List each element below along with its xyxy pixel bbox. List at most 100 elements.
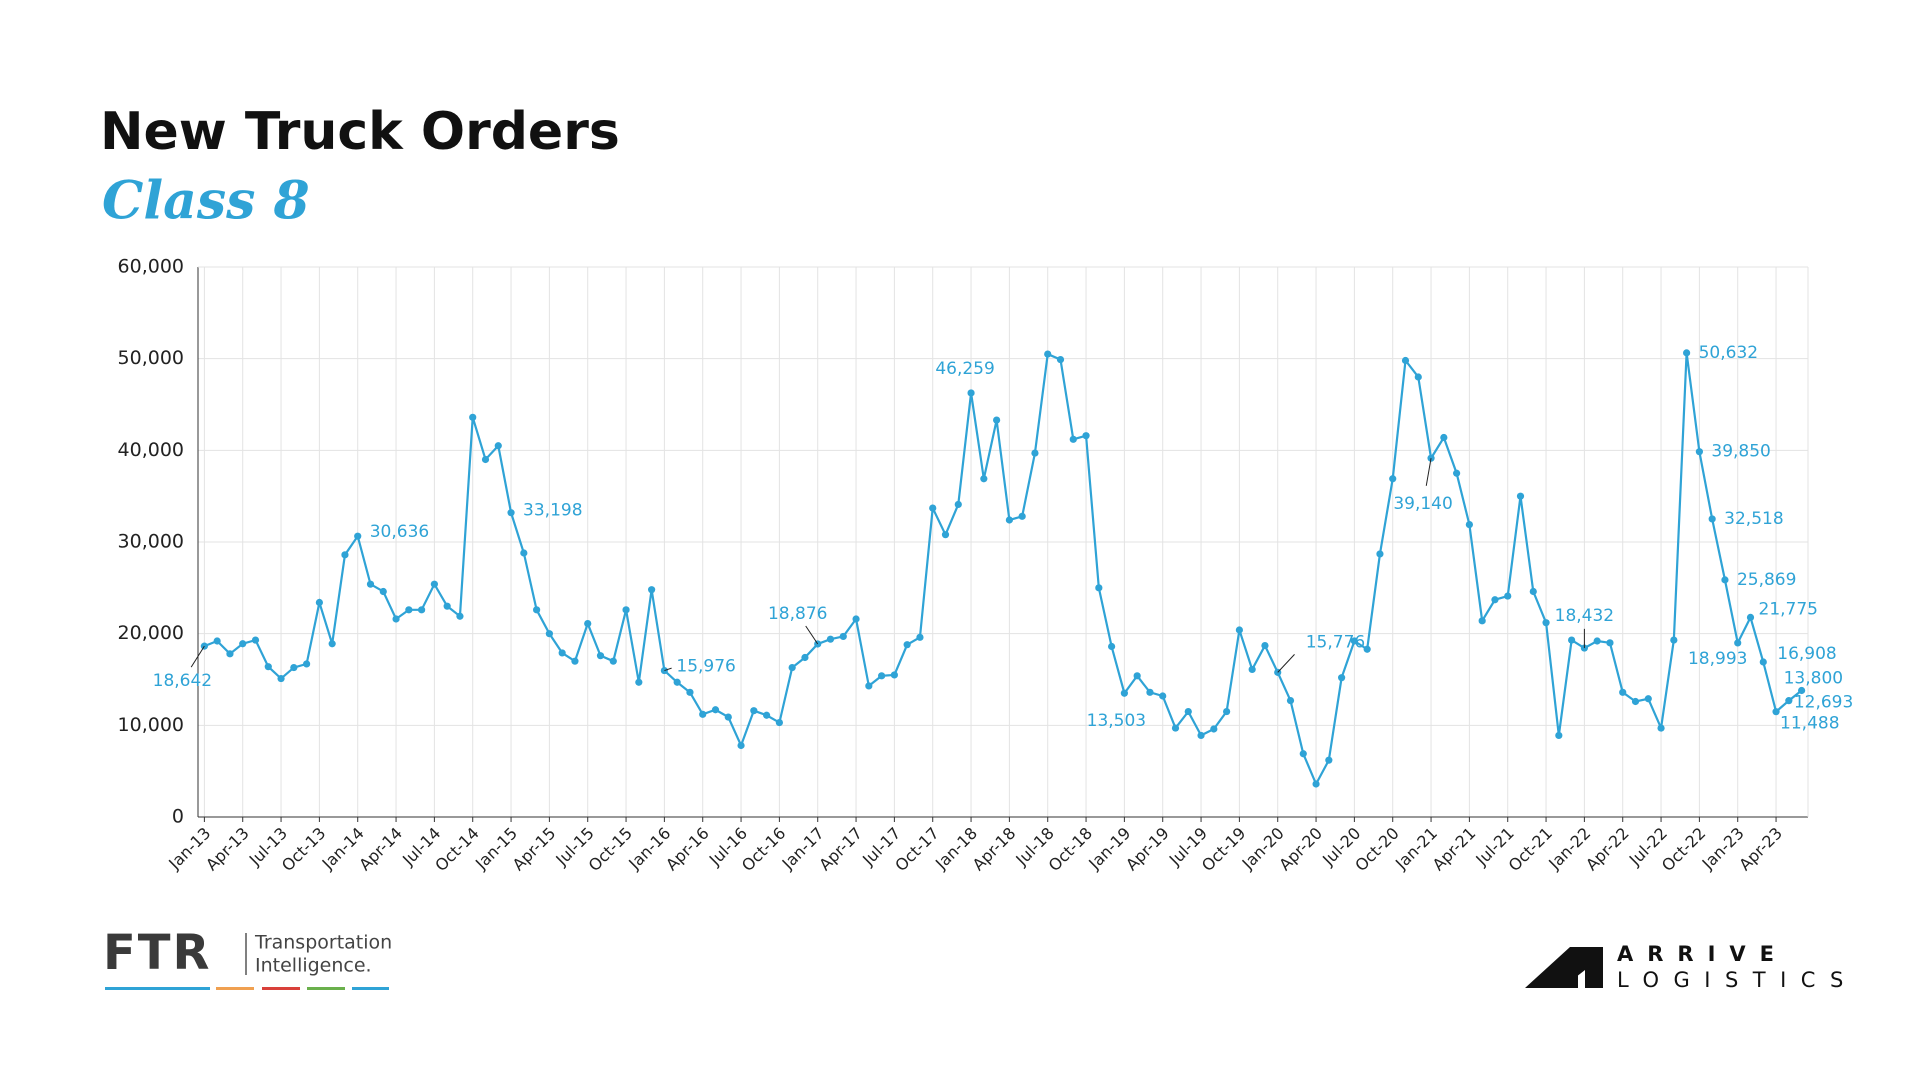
x-tick-label: Oct-20 xyxy=(1351,824,1402,875)
data-point xyxy=(1631,697,1640,706)
data-point xyxy=(520,549,528,557)
x-tick-label: Apr-18 xyxy=(969,824,1020,875)
data-point xyxy=(609,657,617,665)
data-point xyxy=(456,612,464,620)
data-label: 18,993 xyxy=(1688,649,1747,669)
data-point xyxy=(405,606,413,614)
series-line xyxy=(203,352,1803,787)
y-tick-label: 20,000 xyxy=(118,622,184,644)
ftr-tagline: Intelligence. xyxy=(255,955,372,977)
data-point xyxy=(1721,576,1729,584)
data-point xyxy=(993,416,1001,424)
data-point xyxy=(711,706,720,714)
data-point xyxy=(545,630,553,638)
stripe xyxy=(262,987,300,990)
data-point xyxy=(1785,697,1793,705)
data-point xyxy=(430,580,438,588)
data-point xyxy=(1376,550,1384,558)
data-label: 13,503 xyxy=(1087,711,1146,731)
x-tick-label: Apr-14 xyxy=(355,824,406,875)
data-point xyxy=(865,682,873,690)
y-tick-label: 50,000 xyxy=(118,347,184,369)
data-point xyxy=(1644,695,1652,703)
stripe xyxy=(307,987,345,990)
data-point xyxy=(916,633,924,641)
data-point xyxy=(1568,636,1576,644)
data-point xyxy=(1504,592,1512,600)
data-point xyxy=(750,707,758,715)
data-point xyxy=(1734,639,1742,647)
y-tick-label: 30,000 xyxy=(118,531,184,553)
arrive-mark xyxy=(1525,947,1603,988)
chart-title: New Truck Orders xyxy=(100,102,620,162)
data-point xyxy=(801,653,809,662)
data-point xyxy=(635,678,643,686)
data-point xyxy=(1708,515,1716,523)
data-point xyxy=(1657,724,1665,732)
data-point xyxy=(571,657,579,665)
x-tick-label: Oct-16 xyxy=(738,824,789,875)
data-point xyxy=(737,741,745,750)
data-label: 50,632 xyxy=(1699,343,1758,363)
data-point xyxy=(533,606,541,614)
data-point xyxy=(507,509,515,517)
stripe xyxy=(352,987,389,990)
data-point xyxy=(443,602,451,610)
data-point xyxy=(341,551,349,559)
data-point xyxy=(303,660,311,668)
data-point xyxy=(1529,587,1537,596)
data-point xyxy=(1044,350,1052,358)
data-point xyxy=(1619,688,1627,696)
data-point xyxy=(724,713,732,721)
arrive-logo: ARRIVE LOGISTICS xyxy=(1525,942,1843,992)
data-point xyxy=(1746,613,1755,621)
data-point xyxy=(213,637,221,645)
data-label: 30,636 xyxy=(370,522,429,542)
data-point xyxy=(826,635,835,643)
x-tick-label: Apr-16 xyxy=(662,824,713,875)
data-point xyxy=(1695,448,1703,456)
leader-line xyxy=(1277,654,1295,673)
data-point xyxy=(1491,596,1499,604)
data-point xyxy=(1286,696,1295,705)
data-point xyxy=(686,688,694,696)
x-tick-label: Apr-15 xyxy=(509,824,560,875)
data-point xyxy=(1235,626,1243,634)
data-point xyxy=(1299,750,1307,758)
data-point xyxy=(775,718,783,727)
data-point xyxy=(852,615,860,623)
data-point xyxy=(584,619,592,628)
data-point xyxy=(1772,708,1780,716)
data-point xyxy=(1580,644,1588,652)
data-point xyxy=(954,500,962,509)
chart-subtitle: Class 8 xyxy=(102,171,310,232)
data-point xyxy=(1223,707,1231,716)
data-point xyxy=(1465,520,1473,529)
data-point xyxy=(1171,724,1180,732)
y-tick-label: 40,000 xyxy=(118,439,184,461)
data-point xyxy=(839,632,847,641)
data-point xyxy=(1401,356,1410,365)
data-point xyxy=(763,711,771,719)
arrive-text: ARRIVE xyxy=(1617,942,1788,966)
data-point xyxy=(1018,512,1026,520)
leader-line xyxy=(664,667,672,672)
x-tick-label: Oct-19 xyxy=(1198,824,1249,875)
data-point xyxy=(1414,373,1422,381)
data-label: 16,908 xyxy=(1777,644,1836,664)
data-point xyxy=(1478,617,1486,625)
data-point xyxy=(673,678,681,686)
data-point xyxy=(379,587,387,596)
data-point xyxy=(1056,355,1065,364)
data-point xyxy=(1606,639,1614,647)
x-tick-label: Apr-21 xyxy=(1429,824,1480,875)
data-point xyxy=(1516,492,1525,500)
x-tick-label: Apr-17 xyxy=(815,824,866,875)
data-point xyxy=(1453,469,1461,477)
data-label: 33,198 xyxy=(523,501,582,521)
data-label: 11,488 xyxy=(1780,714,1839,734)
data-point xyxy=(1005,516,1013,524)
x-tick-label: Oct-18 xyxy=(1045,824,1096,875)
data-point xyxy=(558,649,566,657)
data-point xyxy=(1108,642,1116,651)
